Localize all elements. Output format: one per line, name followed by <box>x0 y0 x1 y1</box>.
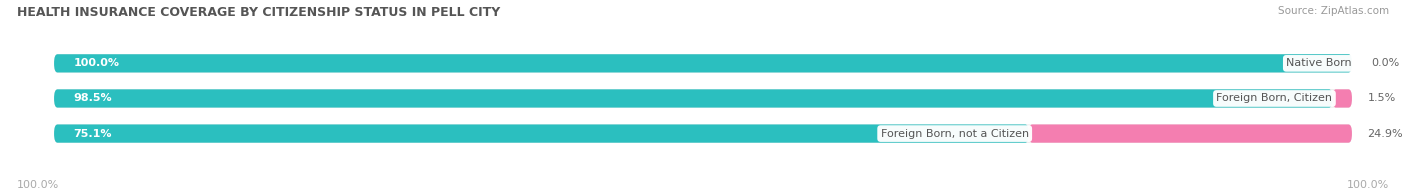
Text: 0.0%: 0.0% <box>1371 58 1399 68</box>
FancyBboxPatch shape <box>53 124 1353 143</box>
Text: 24.9%: 24.9% <box>1368 129 1403 139</box>
FancyBboxPatch shape <box>1029 124 1353 143</box>
Text: HEALTH INSURANCE COVERAGE BY CITIZENSHIP STATUS IN PELL CITY: HEALTH INSURANCE COVERAGE BY CITIZENSHIP… <box>17 6 501 19</box>
Text: 75.1%: 75.1% <box>73 129 112 139</box>
Text: Native Born: Native Born <box>1286 58 1353 68</box>
Text: Foreign Born, not a Citizen: Foreign Born, not a Citizen <box>880 129 1029 139</box>
FancyBboxPatch shape <box>53 89 1353 108</box>
FancyBboxPatch shape <box>53 54 1353 73</box>
FancyBboxPatch shape <box>53 89 1333 108</box>
Text: 100.0%: 100.0% <box>1347 180 1389 190</box>
Text: Source: ZipAtlas.com: Source: ZipAtlas.com <box>1278 6 1389 16</box>
Text: 100.0%: 100.0% <box>17 180 59 190</box>
FancyBboxPatch shape <box>1333 89 1353 108</box>
Text: Foreign Born, Citizen: Foreign Born, Citizen <box>1216 93 1333 103</box>
FancyBboxPatch shape <box>53 124 1029 143</box>
Text: 1.5%: 1.5% <box>1368 93 1396 103</box>
FancyBboxPatch shape <box>53 54 1353 73</box>
Text: 98.5%: 98.5% <box>73 93 112 103</box>
Text: 100.0%: 100.0% <box>73 58 120 68</box>
